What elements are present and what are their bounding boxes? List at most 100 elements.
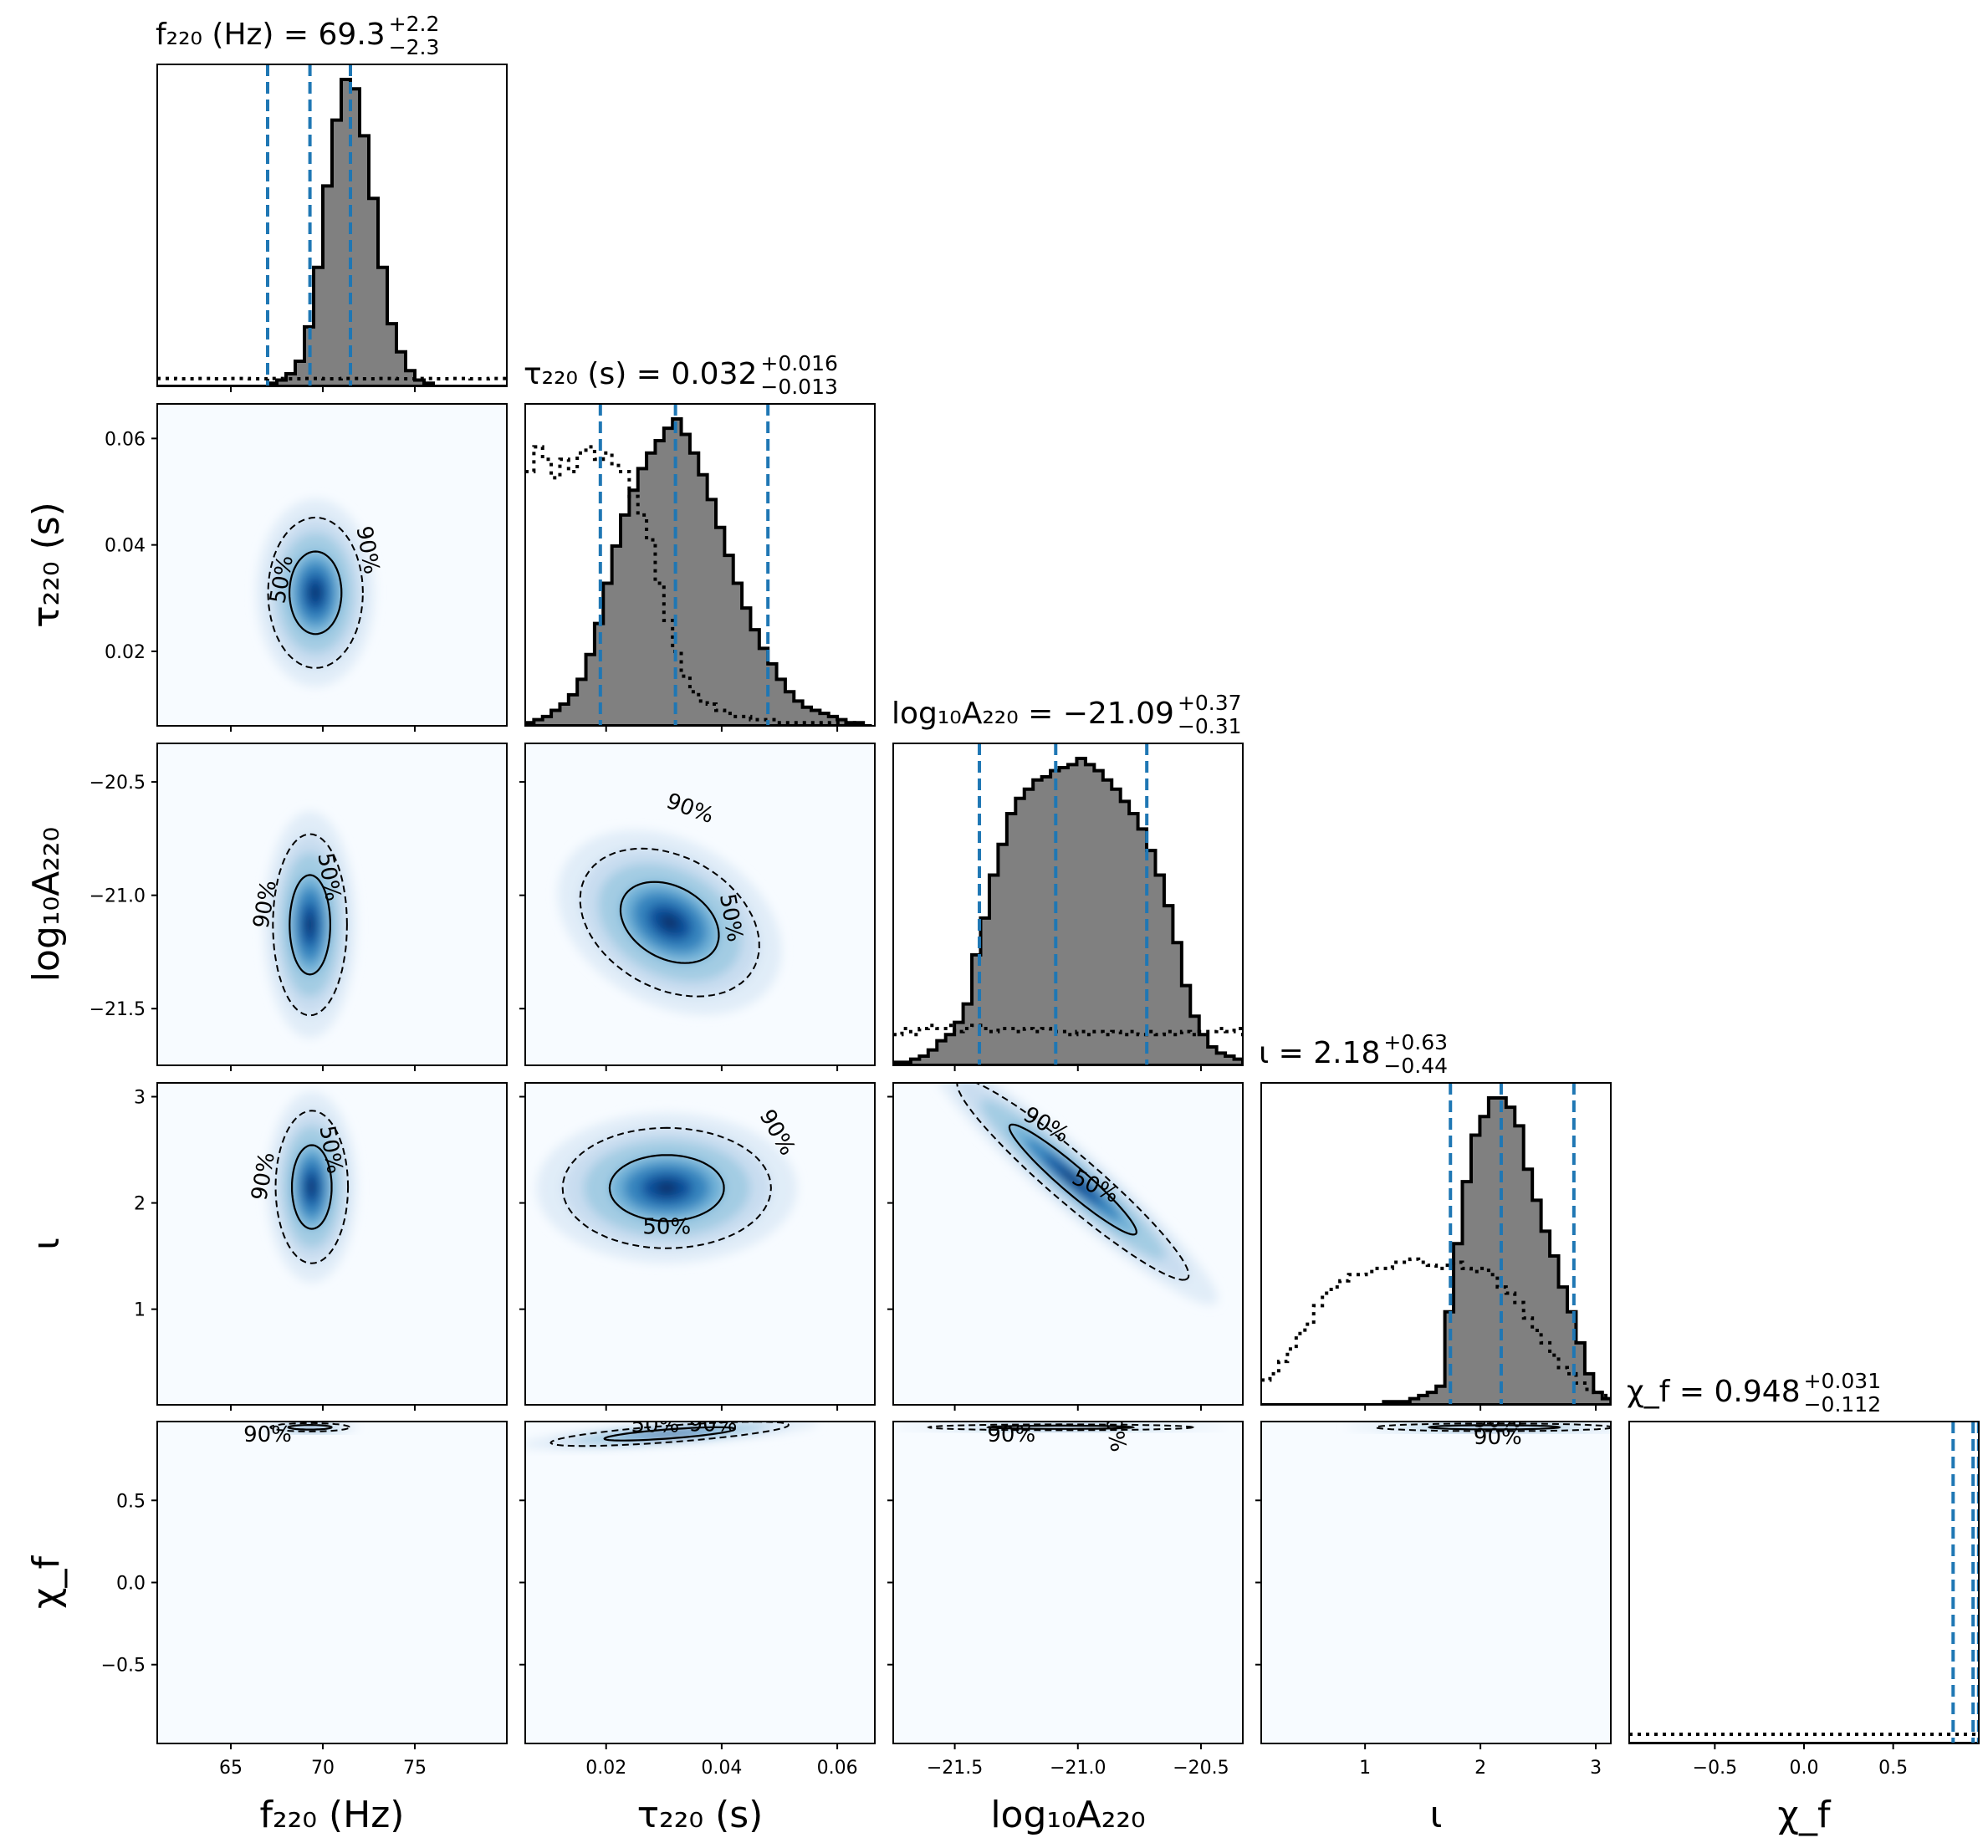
joint-content: 50%90% — [525, 1412, 875, 1743]
joint-panel-logA-iota: 90%50% — [887, 1082, 1244, 1411]
contour-90 — [274, 1110, 350, 1264]
x-axis-label-iota: ι — [1430, 1794, 1443, 1836]
posterior-histogram-tau220 — [525, 417, 872, 726]
panel-frame — [156, 743, 508, 1066]
x-tick-label-logA: −21.5 — [927, 1758, 983, 1779]
contour-90 — [267, 516, 364, 669]
kde-shading — [536, 1112, 797, 1263]
x-tick-label-iota: 2 — [1474, 1758, 1486, 1779]
x-tick-label-chif: 0.5 — [1878, 1758, 1908, 1779]
title-plus-iota: +0.63 — [1383, 1030, 1448, 1054]
joint-content: 90%50% — [525, 1083, 875, 1405]
y-tick-label-tau220: 0.04 — [105, 536, 146, 557]
contour-90 — [1374, 1422, 1611, 1432]
text-layer: 0.02 0.04 0.06 −21.5 −21.0 −20.5 1 2 3 −0.5 0.0 0.5… — [25, 12, 1908, 1836]
title-plus-logA: +0.37 — [1178, 691, 1242, 715]
panel-frame — [524, 743, 876, 1066]
contour-label: 0% — [1100, 1416, 1131, 1454]
title-minus-f220: −2.3 — [389, 35, 440, 59]
x-tick-label-logA: −20.5 — [1173, 1758, 1229, 1779]
y-tick-label-logA: −21.5 — [89, 999, 146, 1020]
joint-panel-tau220-iota: 90%50% — [519, 1082, 876, 1411]
title-plus-chif: +0.031 — [1804, 1369, 1882, 1393]
kde-background — [1261, 1422, 1611, 1743]
joint-content: 90%50% — [525, 743, 875, 1065]
kde-background — [893, 1422, 1243, 1743]
x-tick-label-iota: 1 — [1359, 1758, 1371, 1779]
x-tick-label-f220: 70 — [311, 1758, 335, 1779]
kde-background — [525, 1422, 875, 1743]
panel-frame — [524, 1082, 876, 1406]
kde-level — [657, 1432, 683, 1436]
marginal-panel-f220 — [156, 64, 508, 392]
joint-content: 50%90% — [157, 404, 507, 726]
kde-level — [660, 914, 680, 931]
kde-background — [893, 1083, 1243, 1405]
panel-title-logA: log₁₀A₂₂₀ = −21.09 — [892, 697, 1174, 731]
joint-content: 90% 0% — [893, 1416, 1243, 1743]
title-median: 0.032 — [671, 357, 757, 391]
x-tick-label-f220: 65 — [219, 1758, 243, 1779]
x-tick-label-tau220: 0.02 — [585, 1758, 626, 1779]
marginal-content — [1629, 1422, 1979, 1743]
y-axis-label-iota: ι — [25, 1238, 68, 1250]
panel-title-tau220: τ₂₂₀ (s) = 0.032 — [524, 357, 757, 391]
panel-frame — [524, 403, 876, 727]
kde-level — [655, 1181, 678, 1195]
panel-title-iota: ι = 2.18 — [1259, 1036, 1380, 1070]
title-minus-tau220: −0.013 — [760, 375, 838, 399]
kde-shading — [256, 498, 375, 687]
posterior-histogram-f220 — [157, 78, 507, 386]
title-median: −21.09 — [1063, 697, 1174, 731]
y-tick-label-tau220: 0.06 — [105, 429, 146, 450]
x-tick-label-tau220: 0.06 — [817, 1758, 858, 1779]
prior-histogram-tau220 — [525, 445, 872, 726]
joint-panel-tau220-chif: 50% 90% — [519, 1412, 876, 1749]
title-minus-chif: −0.112 — [1804, 1392, 1882, 1417]
contour-90 — [579, 847, 760, 998]
contour-90 — [272, 833, 348, 1017]
contour-50 — [608, 1154, 725, 1223]
x-tick-label-iota: 3 — [1590, 1758, 1602, 1779]
title-median: 0.948 — [1715, 1375, 1801, 1409]
joint-content: 90% — [157, 1422, 507, 1743]
contour-50 — [986, 1424, 1136, 1430]
y-tick-label-tau220: 0.02 — [105, 642, 146, 663]
contour-50 — [603, 1426, 736, 1442]
joint-panel-iota-chif: 90%50% — [1255, 1421, 1612, 1749]
contour-90 — [269, 1422, 350, 1432]
x-tick-label-tau220: 0.04 — [701, 1758, 742, 1779]
panel-frame — [892, 1082, 1244, 1406]
contour-50 — [288, 550, 343, 636]
title-plus-f220: +2.2 — [389, 12, 440, 36]
contour-50 — [1427, 1424, 1561, 1431]
joint-content: 90%50% — [893, 1083, 1243, 1405]
kde-level — [305, 915, 314, 935]
title-plus-tau220: +0.016 — [760, 351, 838, 375]
panel-grid: 50%90%50%90%50%90%90%90%50%90%50%50% 90%9… — [151, 64, 1980, 1749]
kde-shading — [266, 1091, 357, 1283]
marginal-content — [1261, 1083, 1611, 1405]
contour-50 — [619, 881, 720, 964]
panel-title-chif: χ_f = 0.948 — [1627, 1375, 1801, 1409]
y-tick-label-chif: −0.5 — [101, 1656, 146, 1677]
panel-title-f220: f₂₂₀ (Hz) = 69.3 — [156, 18, 386, 52]
marginal-panel-logA — [892, 743, 1244, 1071]
contour-label: 90% — [243, 1422, 292, 1447]
title-prefix: χ_f = — [1627, 1375, 1715, 1409]
y-tick-label-logA: −21.0 — [89, 886, 146, 907]
marginal-panel-chif — [1628, 1421, 1980, 1744]
x-tick-label-chif: −0.5 — [1693, 1758, 1737, 1779]
contour-label: 50% — [631, 1412, 680, 1437]
panel-frame — [892, 743, 1244, 1066]
x-tick-label-chif: 0.0 — [1790, 1758, 1819, 1779]
panel-frame — [1260, 1082, 1612, 1406]
title-prefix: log₁₀A₂₂₀ = — [892, 697, 1063, 731]
joint-content: 50%90% — [157, 1083, 507, 1405]
joint-panel-tau220-logA: 90%50% — [519, 743, 876, 1071]
y-tick-label-iota: 3 — [134, 1088, 146, 1109]
x-axis-label-tau220: τ₂₂₀ (s) — [637, 1794, 764, 1836]
marginal-content — [893, 743, 1243, 1065]
x-tick-label-logA: −21.0 — [1050, 1758, 1106, 1779]
